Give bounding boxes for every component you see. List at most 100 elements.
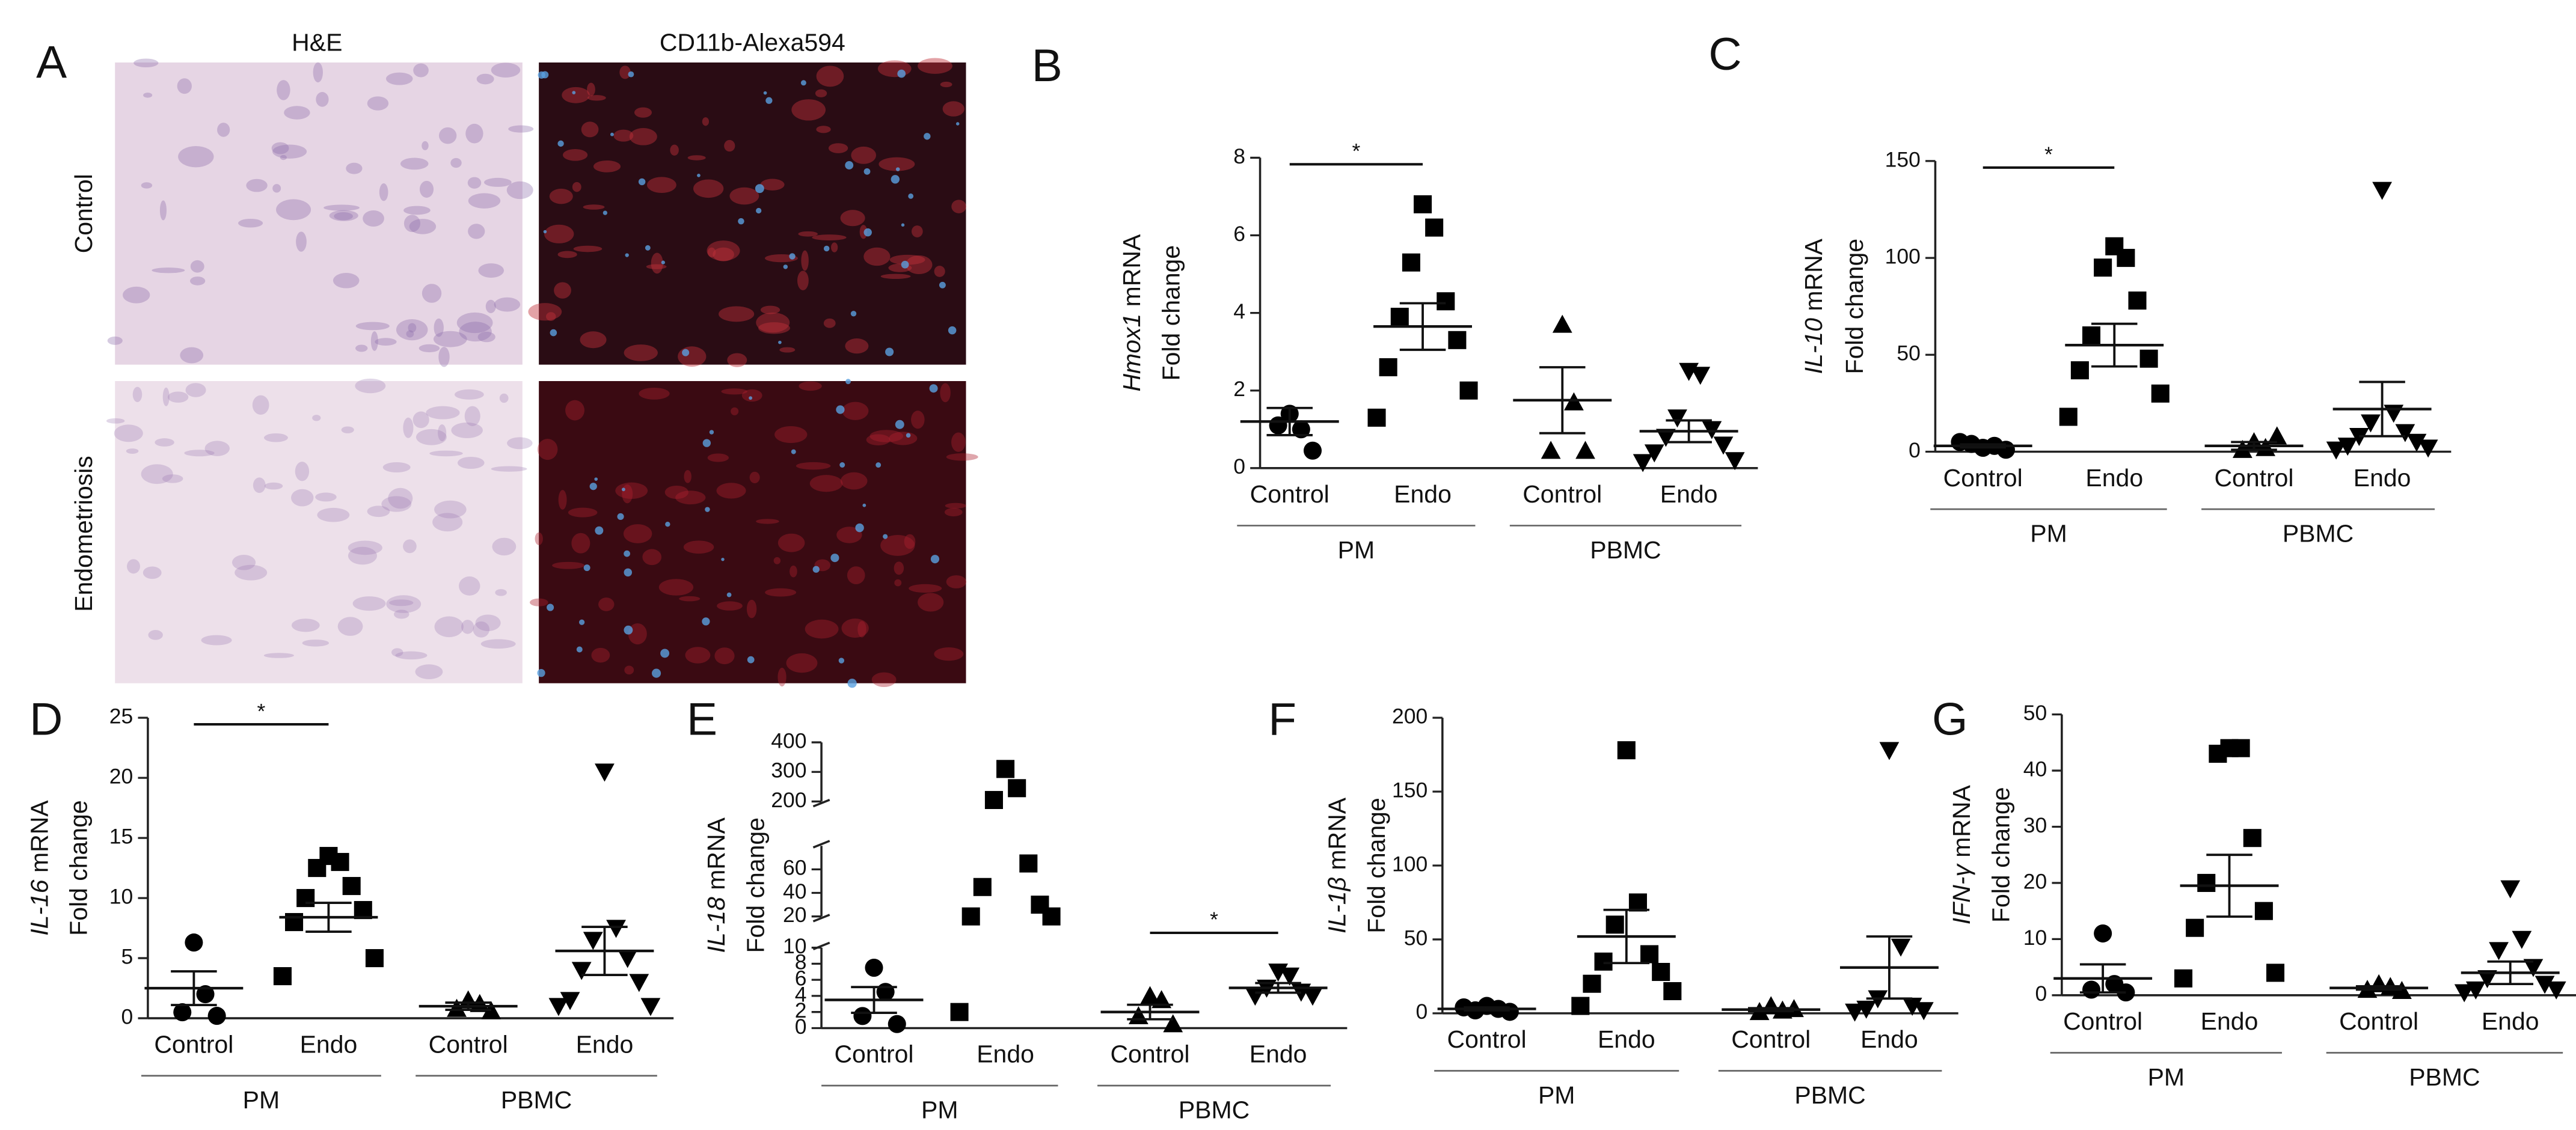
texture-blob [464, 406, 480, 426]
texture-dot [876, 462, 882, 468]
chart-panel: G IFN-γ mRNA Fold change 0 10 20 30 40 50 Control… [1932, 694, 2576, 1091]
y-tick-label: 10 [783, 934, 807, 958]
data-point [2326, 441, 2346, 460]
texture-blob [422, 284, 442, 303]
texture-blob [746, 599, 757, 618]
texture-blob [491, 63, 521, 78]
data-point [1303, 441, 1322, 460]
texture-blob [828, 143, 848, 153]
data-point [365, 949, 384, 968]
y-tick-label: 10 [2023, 926, 2047, 950]
data-point [185, 933, 203, 952]
texture-blob [624, 344, 658, 361]
data-point [2523, 959, 2544, 977]
texture-blob [507, 437, 533, 450]
texture-blob [263, 653, 294, 658]
texture-blob [664, 485, 688, 499]
texture-blob [232, 554, 256, 570]
texture-blob [438, 347, 450, 367]
texture-blob [337, 617, 363, 636]
texture-blob [491, 466, 527, 472]
y-tick-label: 2 [795, 998, 807, 1022]
y-axis-label: Fold change [1158, 245, 1185, 381]
texture-blob [904, 534, 916, 549]
texture-blob [475, 614, 501, 632]
texture-blob [749, 471, 760, 483]
texture-blob [459, 576, 480, 596]
texture-blob [619, 66, 631, 79]
texture-blob [190, 260, 204, 273]
data-point [2500, 880, 2521, 899]
texture-blob [777, 667, 787, 687]
texture-blob [741, 389, 762, 402]
texture-blob [190, 276, 206, 286]
texture-blob [546, 312, 556, 321]
y-tick-label: 4 [1233, 299, 1245, 323]
data-point [1500, 1003, 1519, 1021]
data-point [1390, 308, 1409, 326]
texture-blob [880, 273, 911, 279]
texture-blob [412, 411, 429, 429]
texture-blob [871, 672, 897, 688]
texture-blob [185, 383, 206, 397]
texture-blob [646, 264, 667, 269]
texture-blob [946, 453, 978, 461]
texture-dot [610, 132, 614, 136]
data-point [2535, 976, 2555, 994]
column-header: CD11b-Alexa594 [660, 29, 845, 56]
y-tick-label: 100 [1392, 852, 1428, 876]
data-point [996, 760, 1015, 778]
texture-blob [593, 160, 621, 173]
y-label-unit: mRNA [1118, 234, 1145, 307]
texture-dot [924, 133, 931, 140]
group-label: PBMC [501, 1086, 572, 1114]
texture-blob [716, 483, 746, 499]
row-header: Control [70, 174, 97, 253]
texture-blob [403, 215, 421, 233]
texture-blob [391, 648, 403, 657]
texture-blob [646, 177, 676, 194]
texture-blob [367, 96, 389, 111]
group-label: PBMC [1179, 1096, 1250, 1124]
y-label-unit: mRNA [1323, 797, 1351, 870]
data-point [2406, 433, 2427, 452]
data-point [1617, 741, 1636, 760]
texture-blob [562, 87, 590, 103]
data-point [2070, 361, 2089, 380]
texture-blob [707, 247, 716, 257]
data-point [1448, 331, 1467, 349]
texture-blob [911, 411, 925, 429]
y-tick-label: 400 [771, 728, 806, 753]
texture-blob [324, 204, 360, 211]
texture-blob [572, 182, 581, 192]
data-point [583, 932, 603, 950]
texture-dot [726, 592, 732, 597]
texture-dot [948, 326, 957, 335]
y-tick-label: 50 [1897, 341, 1921, 365]
texture-blob [773, 557, 781, 564]
texture-blob [385, 72, 413, 85]
texture-blob [264, 482, 283, 490]
texture-blob [678, 346, 707, 367]
texture-dot [721, 557, 725, 561]
data-point [1292, 420, 1310, 439]
texture-blob [316, 92, 329, 107]
y-label-space [702, 890, 730, 897]
y-tick-label: 100 [1885, 244, 1921, 268]
texture-blob [492, 537, 517, 556]
texture-blob [877, 60, 912, 78]
texture-blob [415, 664, 443, 679]
texture-blob [329, 210, 358, 221]
texture-blob [801, 250, 809, 271]
texture-blob [719, 306, 755, 322]
texture-blob [831, 242, 838, 252]
texture-blob [506, 181, 533, 200]
texture-blob [687, 155, 706, 160]
texture-blob [143, 93, 153, 98]
x-tick-label: Control [154, 1030, 233, 1058]
texture-blob [573, 245, 603, 252]
texture-dot [543, 230, 547, 234]
texture-blob [717, 601, 743, 611]
texture-blob [685, 647, 711, 664]
